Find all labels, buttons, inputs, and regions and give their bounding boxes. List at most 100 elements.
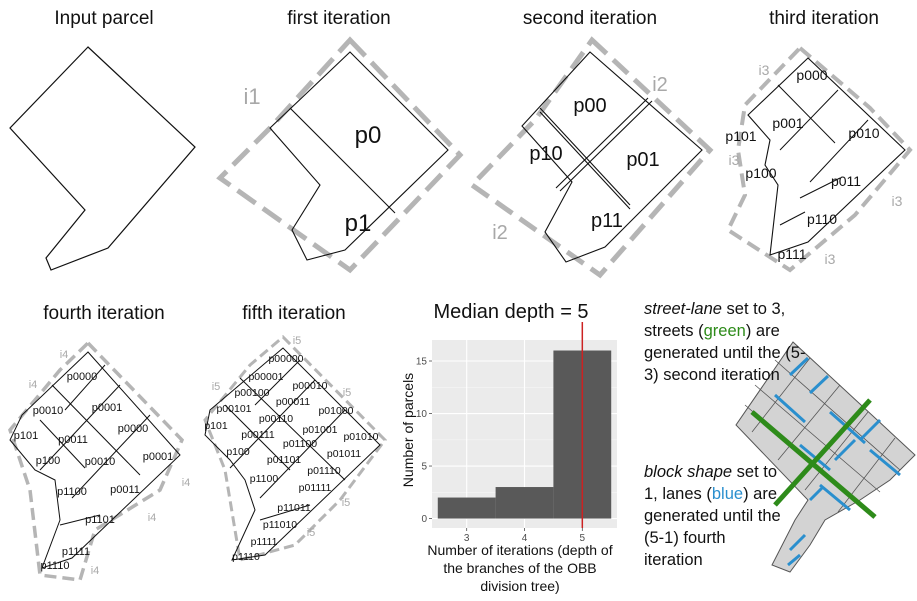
label-i3-d: i3 — [825, 251, 836, 267]
label-p101: p101 — [725, 128, 756, 144]
fifth-label-10: p01001 — [302, 424, 337, 436]
label-p111: p111 — [777, 246, 806, 262]
fifth-label-1: p00001 — [248, 371, 283, 383]
label-p110: p110 — [807, 211, 837, 227]
fourth-parcel-outline — [9, 351, 181, 569]
label-p00: p00 — [573, 95, 606, 117]
fifth-label-0: p00000 — [268, 353, 303, 365]
fifth-label-14: p01101 — [267, 454, 301, 466]
label-p001: p001 — [772, 115, 803, 131]
green-word: green — [703, 322, 746, 340]
fifth-label-7: p101 — [204, 420, 228, 432]
street-lane-text-a: set to 3, streets ( — [644, 300, 786, 340]
fourth-label-7: p0010 — [85, 456, 116, 468]
fourth-i4-d: i4 — [148, 512, 157, 524]
fourth-label-4: p0011 — [58, 434, 88, 446]
label-p000: p000 — [796, 67, 827, 83]
fourth-label-2: p0001 — [92, 402, 123, 414]
input-parcel-shape — [9, 46, 196, 271]
fifth-i5-c: i5 — [343, 387, 352, 399]
y-tick-label: 15 — [416, 357, 428, 368]
label-p1: p1 — [345, 210, 372, 237]
x-tick-label: 3 — [464, 533, 470, 544]
title-fifth-iteration: fifth iteration — [242, 303, 346, 324]
fifth-label-4: p00101 — [216, 403, 251, 415]
fifth-label-5: p00011 — [276, 396, 310, 408]
label-i2-bottom: i2 — [492, 222, 508, 244]
obb-box-i4 — [8, 340, 185, 582]
fifth-i5-d: i5 — [342, 497, 351, 509]
fifth-label-3: p00010 — [292, 380, 327, 392]
fourth-label-13: p1110 — [41, 560, 70, 572]
street-lane-text-b: ) are generated until the (5-3) second i… — [644, 322, 806, 384]
y-tick-label: 5 — [421, 462, 427, 473]
fourth-label-9: p1100 — [57, 486, 87, 498]
label-p10: p10 — [529, 143, 562, 165]
fifth-label-17: p1100 — [250, 473, 279, 485]
fifth-label-6: p01000 — [318, 405, 353, 417]
block-shape-term: block shape — [644, 463, 733, 481]
fifth-label-2: p00100 — [234, 387, 269, 399]
label-i3-c: i3 — [892, 193, 903, 209]
first-parcel-outline — [269, 51, 449, 261]
fourth-label-11: p1101 — [85, 514, 115, 526]
fifth-label-11: p01010 — [343, 431, 378, 443]
label-i3-b: i3 — [729, 152, 740, 168]
lanes-blue — [773, 356, 901, 567]
block-diagram — [735, 341, 916, 573]
fifth-label-15: p01011 — [327, 448, 361, 460]
block-shape-text-b: ) are generated until the (5-1) fourth i… — [644, 485, 781, 569]
fifth-i5-a: i5 — [293, 335, 302, 347]
histogram: Median depth = 5 0 5 10 15 3 4 5 Number of pa… — [400, 301, 617, 544]
label-p01: p01 — [626, 149, 659, 171]
chart-title: Median depth = 5 — [433, 301, 588, 323]
x-tick-label: 5 — [580, 533, 586, 544]
third-iteration-diagram: p000 p001 p010 p011 p100 p101 p110 p111 … — [725, 45, 913, 273]
label-p100: p100 — [745, 165, 776, 181]
title-first-iteration: first iteration — [287, 8, 391, 29]
fourth-label-3: p101 — [14, 430, 38, 442]
fourth-label-10: p0011 — [110, 484, 140, 496]
title-input-parcel: Input parcel — [54, 8, 154, 29]
first-iteration-diagram: p0 p1 i1 — [216, 36, 464, 274]
histogram-bar-3 — [437, 497, 496, 519]
streets-green — [750, 398, 877, 519]
fifth-iteration-diagram: p00000 p00001 p00100 p00010 p00101 p0001… — [203, 334, 387, 563]
title-fourth-iteration: fourth iteration — [43, 303, 165, 324]
obb-box-i1 — [216, 36, 464, 274]
obb-box-i3 — [725, 45, 913, 273]
x-tick-label: 4 — [522, 533, 528, 544]
fourth-label-12: p1111 — [62, 546, 90, 558]
fifth-label-9: p00111 — [241, 429, 275, 441]
fifth-label-16: p01110 — [307, 465, 341, 477]
label-i1: i1 — [243, 84, 260, 109]
y-tick-label: 0 — [421, 514, 427, 525]
block-shape-text-a: set to 1, lanes ( — [644, 463, 778, 503]
fourth-label-5: p0000 — [118, 423, 149, 435]
fifth-i5-b: i5 — [212, 381, 221, 393]
fourth-i4-e: i4 — [91, 565, 100, 577]
fourth-i4-b: i4 — [29, 379, 38, 391]
fourth-label-0: p0000 — [67, 371, 98, 383]
fifth-label-18: p01111 — [299, 482, 332, 494]
fourth-label-6: p100 — [36, 455, 60, 467]
fourth-label-8: p0001 — [143, 451, 174, 463]
second-parcel-outline — [521, 51, 703, 263]
chart-xlabel: Number of iterations (depth of the branc… — [427, 542, 613, 594]
fourth-i4-c: i4 — [182, 477, 191, 489]
label-p010: p010 — [848, 125, 879, 141]
label-i2-top: i2 — [652, 74, 668, 96]
fifth-label-8: p00110 — [259, 413, 293, 425]
fifth-parcel-outline — [204, 347, 381, 561]
label-p0: p0 — [355, 122, 382, 149]
title-third-iteration: third iteration — [769, 8, 879, 29]
second-iteration-diagram: p00 p01 p10 p11 i2 i2 — [468, 36, 714, 279]
label-i3-a: i3 — [759, 62, 770, 78]
blue-word: blue — [711, 485, 744, 503]
histogram-bar-4 — [495, 487, 554, 519]
fifth-label-13: p01100 — [283, 438, 317, 450]
fifth-label-12: p100 — [226, 446, 250, 458]
label-p011: p011 — [831, 173, 861, 189]
title-second-iteration: second iteration — [522, 8, 658, 29]
